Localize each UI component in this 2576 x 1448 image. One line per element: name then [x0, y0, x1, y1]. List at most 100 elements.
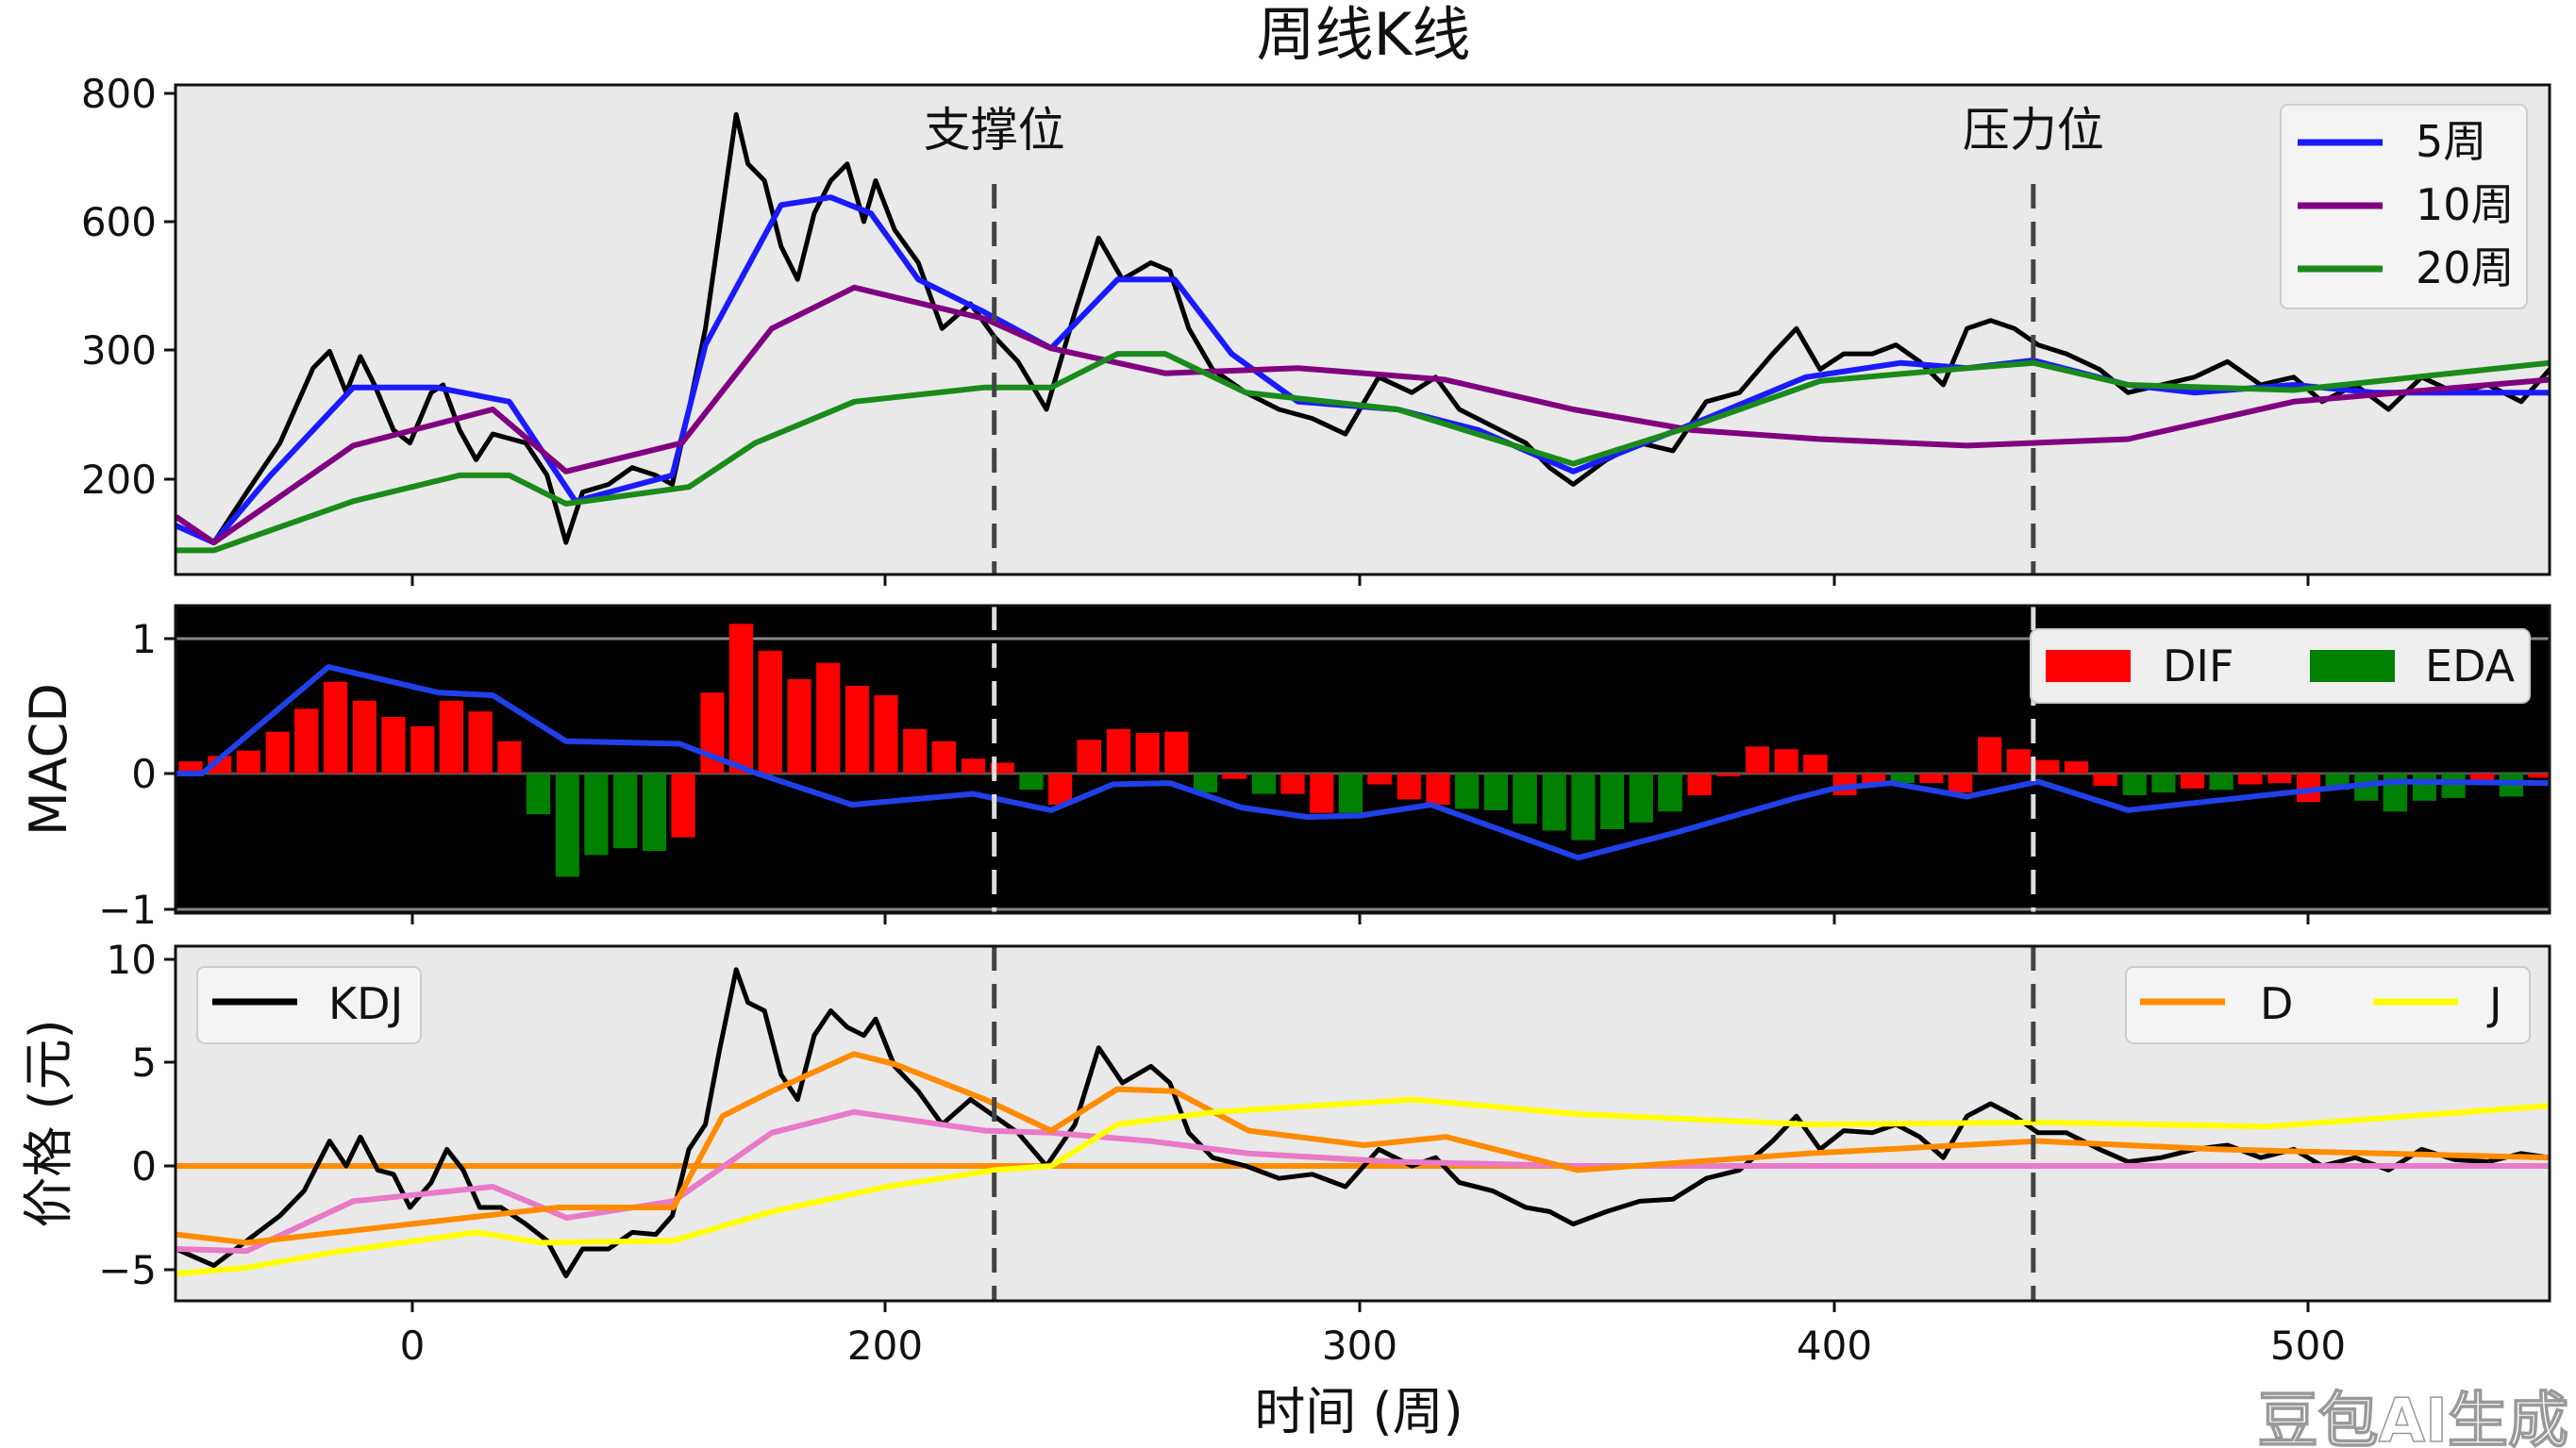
y-tick-label: −5	[98, 1247, 157, 1293]
legend-label-d: D	[2260, 978, 2293, 1029]
y-tick-label: 0	[131, 751, 157, 797]
kdj-ylabel: 价格 (元)	[19, 1019, 78, 1227]
series-line-D	[176, 1051, 2550, 1246]
legend-label-dif: DIF	[2163, 641, 2233, 691]
macd-bar-dif	[1310, 774, 1334, 813]
macd-bar-dif	[381, 716, 406, 774]
macd-bar-eda	[642, 774, 667, 852]
macd-bar-eda	[2209, 774, 2233, 791]
macd-bar-dif	[1426, 774, 1450, 806]
x-tick-label: 200	[847, 1323, 923, 1369]
series-line-J	[176, 1096, 2550, 1277]
macd-bar-dif	[758, 650, 782, 774]
macd-bar-dif	[352, 700, 376, 774]
macd-bar-eda	[2151, 774, 2176, 793]
macd-bar-dif	[728, 624, 754, 774]
x-tick-label: 400	[1797, 1323, 1872, 1369]
macd-legend: DIF EDA	[2030, 628, 2531, 704]
axes-frame	[174, 83, 2551, 576]
macd-bar-dif	[2180, 774, 2205, 789]
macd-bar-eda	[526, 774, 551, 815]
macd-bar-dif	[1862, 774, 1886, 784]
macd-bar-eda	[1019, 774, 1044, 791]
macd-bar-dif	[874, 695, 898, 774]
macd-bar-dif	[178, 761, 203, 774]
support-label: 支撑位	[924, 103, 1065, 158]
macd-bar-dif	[1280, 774, 1305, 794]
macd-bar-dif	[1367, 774, 1392, 785]
y-tick-label: 200	[81, 457, 157, 503]
macd-bar-eda	[2441, 774, 2466, 798]
macd-bar-dif	[2237, 774, 2263, 785]
kdj-legend-left: KDJ	[196, 966, 422, 1044]
macd-bar-dif	[2470, 774, 2495, 781]
macd-bar-eda	[1571, 774, 1596, 841]
macd-bar-dif	[1397, 774, 1421, 800]
macd-bar-dif	[1048, 774, 1073, 806]
plot-content	[176, 967, 2550, 1279]
x-tick-label: 0	[400, 1323, 426, 1369]
macd-bar-dif	[671, 774, 695, 838]
macd-bar-eda	[1629, 774, 1653, 823]
plot-content	[176, 624, 2550, 911]
y-tick-label: 0	[131, 1143, 157, 1190]
x-tick-label: 300	[1322, 1323, 1397, 1369]
macd-bar-eda	[1513, 774, 1537, 824]
macd-bar-eda	[1455, 774, 1480, 809]
legend-label-j: J	[2486, 978, 2502, 1029]
macd-bar-dif	[265, 731, 290, 774]
macd-bar-dif	[1222, 774, 1246, 779]
resistance-label: 压力位	[1963, 103, 2104, 158]
series-line-KDJ	[176, 967, 2550, 1279]
y-tick-label: −1	[98, 887, 157, 933]
series-line-K	[176, 1108, 2550, 1255]
macd-bar-dif	[2035, 759, 2060, 774]
macd-bar-dif	[903, 728, 928, 774]
macd-bar-dif	[787, 678, 811, 774]
macd-bar-dif	[815, 662, 841, 774]
macd-bar-eda	[1483, 774, 1508, 810]
macd-bar-dif	[410, 725, 435, 774]
macd-bar-dif	[2267, 774, 2292, 784]
macd-bar-dif	[1774, 749, 1798, 774]
y-tick-label: 600	[81, 199, 157, 245]
macd-bar-eda	[584, 774, 609, 856]
price-plot-area	[176, 85, 2550, 574]
macd-bar-dif	[2006, 749, 2031, 774]
macd-bar-dif	[497, 741, 522, 774]
macd-bar-dif	[1745, 746, 1770, 774]
macd-bar-dif	[1948, 774, 1973, 793]
legend-label-eda: EDA	[2425, 641, 2516, 691]
legend-label-20week: 20周	[2416, 242, 2515, 293]
macd-bar-eda	[2122, 774, 2147, 796]
macd-bar-dif	[1978, 737, 2002, 774]
macd-panel: −1 0 1	[98, 604, 2551, 933]
macd-bar-dif	[2093, 774, 2117, 786]
y-tick-label: 300	[81, 327, 157, 374]
macd-bar-dif	[1803, 754, 1828, 774]
y-tick-label: 10	[107, 937, 157, 983]
macd-bar-eda	[1338, 774, 1363, 813]
macd-bar-dif	[1164, 731, 1189, 774]
macd-bar-eda	[1251, 774, 1276, 794]
macd-bar-dif	[990, 762, 1014, 774]
legend-swatch-eda	[2310, 650, 2395, 682]
axes-frame	[174, 604, 2551, 915]
macd-bar-eda	[1600, 774, 1625, 830]
y-tick-label: 5	[131, 1040, 157, 1086]
legend-label-5week: 5周	[2416, 116, 2486, 167]
macd-ylabel: MACD	[19, 683, 78, 836]
macd-bar-eda	[1890, 774, 1915, 784]
macd-bar-dif	[1077, 740, 1102, 774]
macd-bar-dif	[2064, 761, 2089, 774]
y-tick-label: 800	[81, 71, 157, 117]
watermark: 豆包AI生成	[2258, 1387, 2568, 1448]
macd-bar-eda	[555, 774, 579, 877]
macd-bar-dif	[2528, 774, 2550, 778]
macd-bar-dif	[1135, 733, 1160, 774]
x-tick-label: 500	[2270, 1323, 2346, 1369]
macd-bar-eda	[1658, 774, 1682, 812]
macd-bar-dif	[294, 708, 319, 774]
macd-bar-dif	[845, 686, 869, 774]
